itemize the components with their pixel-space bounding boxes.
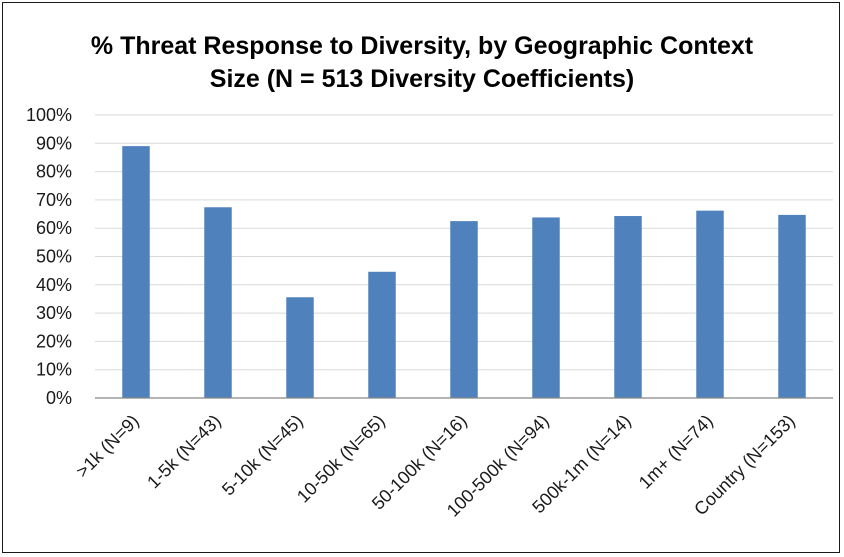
bar: [286, 297, 314, 398]
bar: [122, 146, 150, 398]
x-category-labels: >1k (N=9) 1-5k (N=43)5-10k (N=45)10-50k (…: [72, 411, 799, 521]
bar: [204, 207, 232, 398]
y-tick-label: 100%: [26, 105, 72, 125]
chart-title: % Threat Response to Diversity, by Geogr…: [0, 30, 844, 96]
y-tick-label: 40%: [36, 275, 72, 295]
x-category-label: 1m+ (N=74): [635, 411, 717, 493]
bar: [696, 210, 724, 398]
x-category-label: >1k (N=9): [72, 411, 143, 482]
y-tick-label: 90%: [36, 133, 72, 153]
chart-title-line-2: Size (N = 513 Diversity Coefficients): [209, 65, 635, 93]
chart-title-line-1: % Threat Response to Diversity, by Geogr…: [90, 32, 754, 60]
y-tick-label: 20%: [36, 331, 72, 351]
y-tick-label: 30%: [36, 303, 72, 323]
y-tick-label: 80%: [36, 162, 72, 182]
y-tick-label: 50%: [36, 247, 72, 267]
y-tick-label: 0%: [46, 388, 72, 408]
x-category-label: 5-10k (N=45): [218, 411, 307, 500]
y-tick-label: 70%: [36, 190, 72, 210]
bar: [450, 221, 478, 398]
bar: [532, 217, 560, 398]
bar: [368, 271, 396, 398]
bar: [614, 216, 642, 398]
y-tick-label: 10%: [36, 360, 72, 380]
bars: [122, 146, 806, 398]
x-category-label: 1-5k (N=43): [143, 411, 225, 493]
y-tick-labels: 0% 10% 20% 30% 40% 50% 60% 70% 80% 90% 100%: [26, 105, 72, 408]
bar: [778, 214, 806, 398]
y-tick-label: 60%: [36, 218, 72, 238]
